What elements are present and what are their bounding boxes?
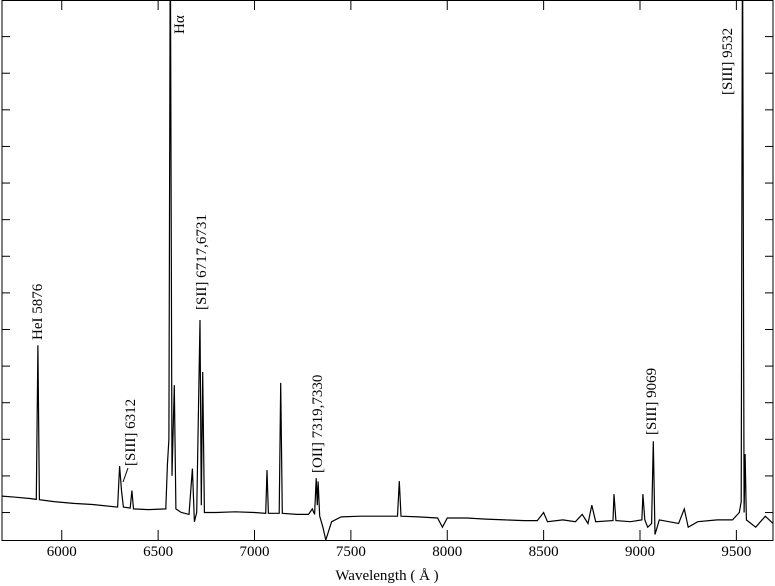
- x-tick-label: 8000: [432, 544, 462, 560]
- line-annotation: HeI 5876: [30, 283, 46, 340]
- x-axis-label: Wavelength ( Å ): [335, 568, 438, 584]
- x-tick-label: 9000: [625, 544, 655, 560]
- line-annotation: Hα: [172, 15, 188, 34]
- x-tick-label: 6500: [143, 544, 173, 560]
- annotation-leader: [122, 467, 129, 483]
- x-tick-label: 7000: [240, 544, 270, 560]
- line-annotation: [SIII] 6312: [123, 399, 139, 466]
- spectrum-line: [2, 0, 773, 540]
- x-tick-label: 7500: [336, 544, 366, 560]
- x-tick-label: 9500: [721, 544, 751, 560]
- line-annotation: [OII] 7319,7330: [310, 375, 326, 473]
- line-annotation: [SIII] 9069: [644, 368, 660, 435]
- line-annotation: [SII] 6717,6731: [194, 214, 210, 310]
- x-tick-label: 8500: [529, 544, 559, 560]
- x-tick-label: 6000: [47, 544, 77, 560]
- line-annotation: [SIII] 9532: [720, 28, 736, 95]
- plot-frame: [1, 0, 774, 541]
